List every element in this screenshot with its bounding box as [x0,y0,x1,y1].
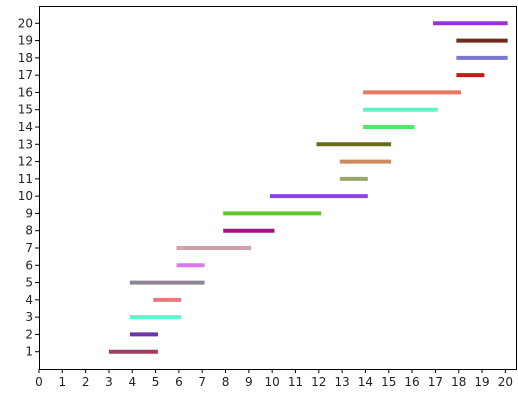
x-tick-label: 7 [198,375,206,389]
y-tick-label: 16 [18,85,33,99]
y-tick-label: 20 [18,16,33,30]
x-tick-label: 18 [451,375,466,389]
x-tick-label: 8 [222,375,230,389]
x-tick-label: 9 [245,375,253,389]
y-tick-label: 17 [18,68,33,82]
x-tick-label: 15 [381,375,396,389]
x-tick-label: 19 [474,375,489,389]
y-tick-label: 19 [18,34,33,48]
x-tick-label: 1 [58,375,66,389]
x-tick-label: 14 [358,375,373,389]
y-tick-label: 12 [18,155,33,169]
y-tick-label: 15 [18,103,33,117]
y-tick-label: 10 [18,189,33,203]
x-tick-label: 3 [105,375,113,389]
y-tick-label: 18 [18,51,33,65]
y-tick-label: 2 [25,327,33,341]
y-tick-label: 1 [25,345,33,359]
x-tick-label: 5 [152,375,160,389]
x-tick-label: 2 [82,375,90,389]
x-tick-label: 17 [428,375,443,389]
y-tick-label: 7 [25,241,33,255]
y-tick-label: 4 [25,293,33,307]
y-tick-label: 5 [25,276,33,290]
segment-bars [108,21,508,354]
x-tick-label: 10 [265,375,280,389]
x-tick-label: 11 [288,375,303,389]
x-tick-label: 0 [35,375,43,389]
x-tick-label: 20 [498,375,513,389]
y-tick-label: 14 [18,120,33,134]
x-tick-label: 4 [128,375,136,389]
y-tick-label: 6 [25,258,33,272]
x-tick-label: 13 [334,375,349,389]
y-tick-label: 3 [25,310,33,324]
x-tick-label: 6 [175,375,183,389]
y-tick-label: 11 [18,172,33,186]
y-tick-label: 13 [18,137,33,151]
x-tick-label: 12 [311,375,326,389]
y-tick-label: 8 [25,224,33,238]
x-tick-label: 16 [404,375,419,389]
y-tick-label: 9 [25,206,33,220]
plot-frame [39,6,517,370]
x-axis-ticks: 0 1 2 3 4 5 6 7 8 9 10 11 12 13 14 15 16 17 18 19 20 [35,369,513,389]
